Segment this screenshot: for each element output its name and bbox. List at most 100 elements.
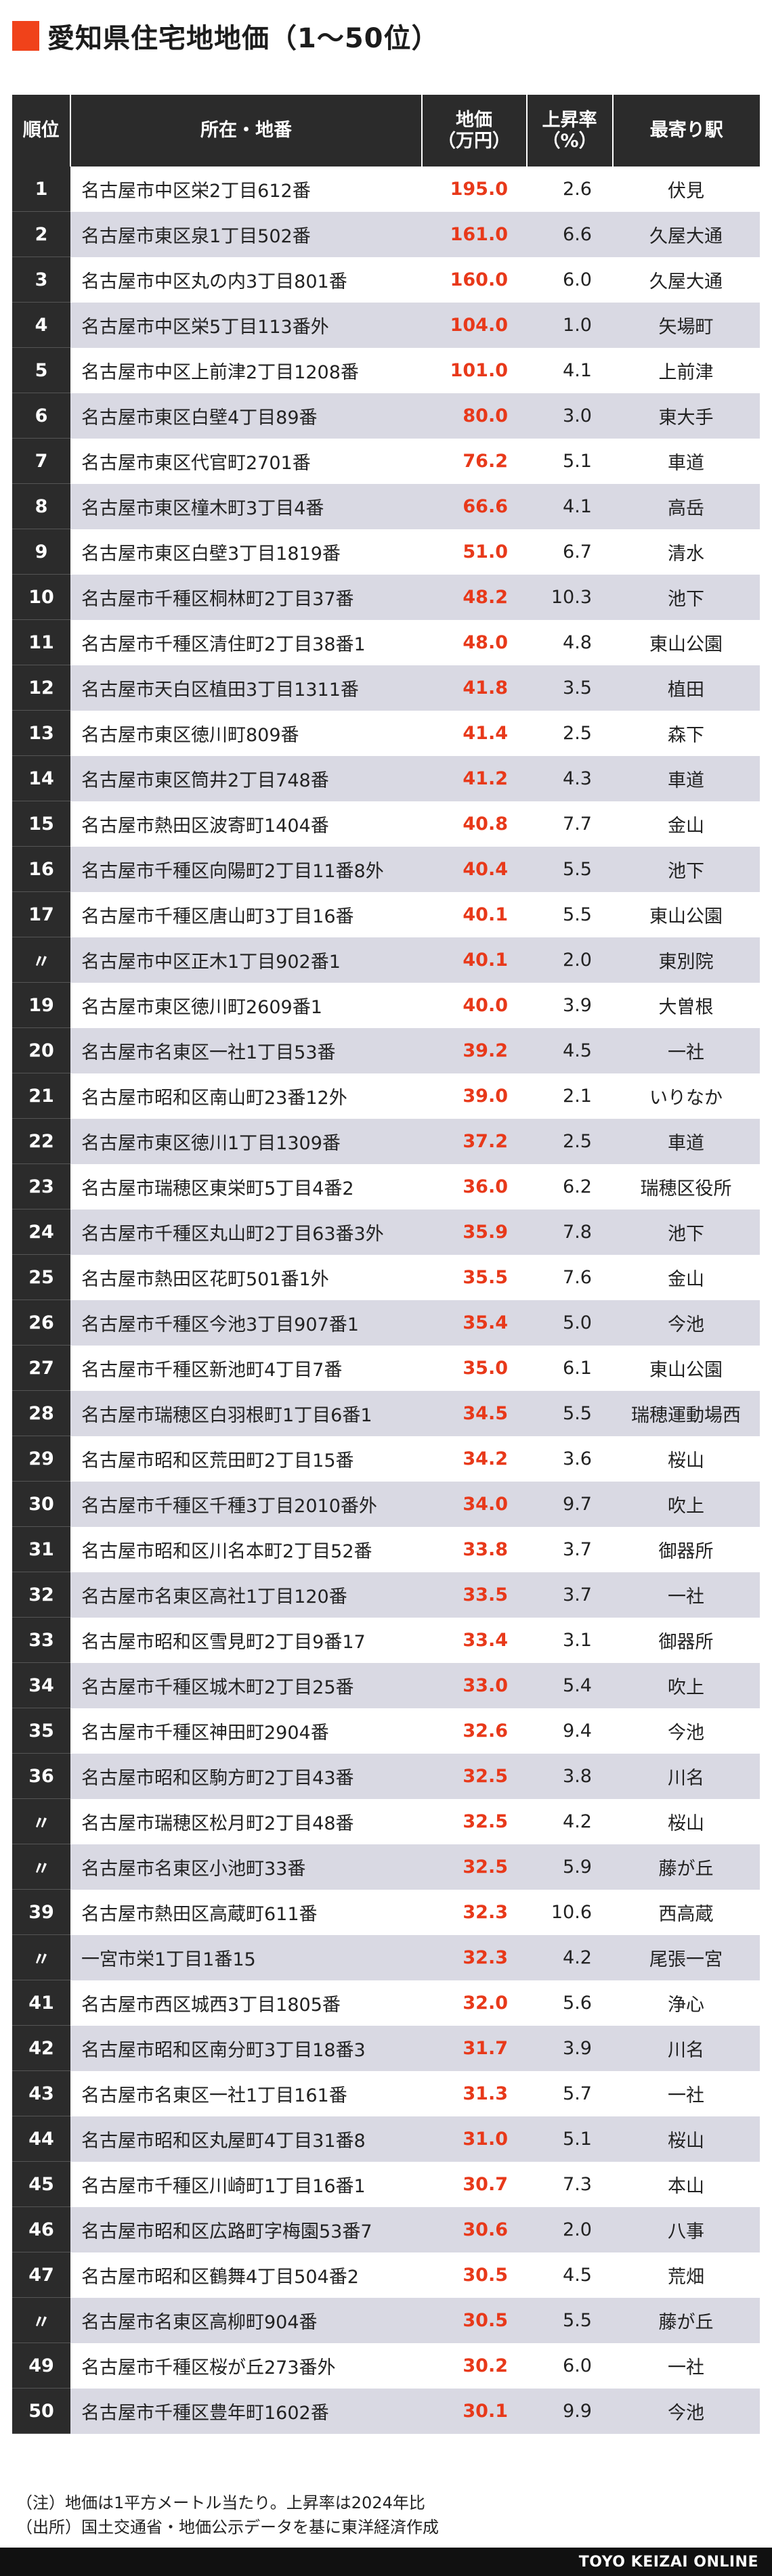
rate-cell: 4.1 bbox=[563, 496, 592, 517]
station-cell: 矢場町 bbox=[658, 317, 714, 338]
price-cell: 41.8 bbox=[463, 678, 508, 698]
rate-cell: 5.5 bbox=[563, 2310, 592, 2331]
table-row: 9 名古屋市東区白壁3丁目1819番 51.0 6.7 清水 bbox=[12, 529, 760, 575]
rank-cell: 12 bbox=[12, 665, 70, 711]
rank-cell: 5 bbox=[12, 348, 70, 393]
rank-cell: 24 bbox=[12, 1209, 70, 1255]
rank-cell: 1 bbox=[12, 166, 70, 212]
source-line: （出所）国土交通省・地価公示データを基に東洋経済作成 bbox=[16, 2518, 439, 2537]
rank-cell: 34 bbox=[12, 1663, 70, 1708]
title-accent-square bbox=[12, 21, 39, 51]
address-cell: 名古屋市千種区神田町2904番 bbox=[81, 1723, 329, 1744]
address-cell: 名古屋市中区栄5丁目113番外 bbox=[81, 317, 329, 338]
station-cell: 池下 bbox=[668, 861, 704, 882]
station-cell: 桜山 bbox=[668, 1813, 704, 1834]
address-cell: 名古屋市千種区唐山町3丁目16番 bbox=[81, 906, 354, 927]
rank-cell: 10 bbox=[12, 575, 70, 620]
station-cell: 東山公園 bbox=[649, 634, 723, 655]
rank-cell: 15 bbox=[12, 801, 70, 847]
station-cell: 藤が丘 bbox=[658, 2312, 714, 2333]
price-cell: 80.0 bbox=[463, 405, 508, 426]
price-cell: 40.1 bbox=[463, 904, 508, 925]
address-cell: 名古屋市東区筒井2丁目748番 bbox=[81, 770, 329, 791]
rank-cell: 44 bbox=[12, 2116, 70, 2162]
rank-cell: 20 bbox=[12, 1028, 70, 1073]
table-row: 〃一宮市栄1丁目1番15 32.3 4.2 尾張一宮 bbox=[12, 1935, 760, 1980]
rank-cell: 19 bbox=[12, 983, 70, 1028]
rank-cell: 31 bbox=[12, 1527, 70, 1572]
station-cell: 瑞穂運動場西 bbox=[631, 1405, 741, 1426]
header-rate: 上昇率 （%） bbox=[526, 95, 612, 166]
price-cell: 48.0 bbox=[463, 632, 508, 653]
table-row: 17 名古屋市千種区唐山町3丁目16番 40.1 5.5 東山公園 bbox=[12, 892, 760, 937]
address-cell: 名古屋市東区橦木町3丁目4番 bbox=[81, 498, 324, 519]
rate-cell: 10.6 bbox=[551, 1902, 592, 1923]
table-row: 13 名古屋市東区徳川町809番 41.4 2.5 森下 bbox=[12, 711, 760, 756]
address-cell: 名古屋市昭和区川名本町2丁目52番 bbox=[81, 1541, 372, 1562]
address-cell: 名古屋市千種区新池町4丁目7番 bbox=[81, 1360, 343, 1381]
rate-cell: 4.1 bbox=[563, 360, 592, 381]
rate-cell: 4.5 bbox=[563, 2265, 592, 2286]
address-cell: 名古屋市千種区今池3丁目907番1 bbox=[81, 1314, 359, 1335]
address-cell: 名古屋市千種区城木町2丁目25番 bbox=[81, 1677, 354, 1698]
rate-cell: 6.1 bbox=[563, 1358, 592, 1379]
table-body: 1 名古屋市中区栄2丁目612番 195.0 2.6 伏見 2 名古屋市東区泉1丁目502番… bbox=[12, 166, 760, 2434]
station-cell: 金山 bbox=[668, 1269, 704, 1290]
rank-cell: 35 bbox=[12, 1708, 70, 1754]
station-cell: 桜山 bbox=[668, 2131, 704, 2152]
rate-cell: 2.1 bbox=[563, 1086, 592, 1107]
station-cell: 西高蔵 bbox=[658, 1904, 714, 1925]
address-cell: 名古屋市瑞穂区東栄町5丁目4番2 bbox=[81, 1178, 354, 1199]
rank-cell: 43 bbox=[12, 2071, 70, 2116]
rate-cell: 7.7 bbox=[563, 814, 592, 835]
rate-cell: 4.2 bbox=[563, 1947, 592, 1968]
title-bar: 愛知県住宅地地価（1〜50位） bbox=[12, 12, 439, 60]
rank-cell: 3 bbox=[12, 257, 70, 303]
rank-cell: 33 bbox=[12, 1618, 70, 1663]
station-cell: 今池 bbox=[668, 1314, 704, 1335]
address-cell: 名古屋市名東区一社1丁目53番 bbox=[81, 1042, 336, 1063]
address-cell: 名古屋市中区栄2丁目612番 bbox=[81, 181, 311, 202]
rank-cell: 41 bbox=[12, 1980, 70, 2026]
address-cell: 名古屋市昭和区雪見町2丁目9番17 bbox=[81, 1632, 366, 1653]
table-row: 46 名古屋市昭和区広路町字梅園53番7 30.6 2.0 八事 bbox=[12, 2207, 760, 2252]
header-price: 地価 （万円） bbox=[421, 95, 526, 166]
rate-cell: 5.5 bbox=[563, 859, 592, 880]
table-row: 28 名古屋市瑞穂区白羽根町1丁目6番1 34.5 5.5 瑞穂運動場西 bbox=[12, 1391, 760, 1436]
rank-cell: 22 bbox=[12, 1119, 70, 1164]
rank-cell: 4 bbox=[12, 303, 70, 348]
price-cell: 39.2 bbox=[463, 1040, 508, 1061]
price-cell: 32.3 bbox=[463, 1947, 508, 1968]
price-cell: 40.0 bbox=[463, 995, 508, 1016]
price-cell: 39.0 bbox=[463, 1086, 508, 1107]
table-row: 19 名古屋市東区徳川町2609番1 40.0 3.9 大曽根 bbox=[12, 983, 760, 1028]
address-cell: 名古屋市西区城西3丁目1805番 bbox=[81, 1995, 341, 2016]
price-cell: 51.0 bbox=[463, 541, 508, 562]
rate-cell: 6.2 bbox=[563, 1176, 592, 1197]
station-cell: 大曽根 bbox=[658, 997, 714, 1018]
rank-cell: 23 bbox=[12, 1164, 70, 1209]
address-cell: 名古屋市昭和区荒田町2丁目15番 bbox=[81, 1450, 354, 1471]
table-row: 26 名古屋市千種区今池3丁目907番1 35.4 5.0 今池 bbox=[12, 1300, 760, 1346]
price-cell: 31.3 bbox=[463, 2083, 508, 2104]
rate-cell: 2.0 bbox=[563, 2219, 592, 2240]
station-cell: 上前津 bbox=[658, 362, 714, 383]
table-row: 21 名古屋市昭和区南山町23番12外 39.0 2.1 いりなか bbox=[12, 1073, 760, 1119]
table-row: 33 名古屋市昭和区雪見町2丁目9番17 33.4 3.1 御器所 bbox=[12, 1618, 760, 1663]
rate-cell: 3.9 bbox=[563, 995, 592, 1016]
table-row: 25 名古屋市熱田区花町501番1外 35.5 7.6 金山 bbox=[12, 1255, 760, 1300]
price-cell: 195.0 bbox=[450, 179, 508, 200]
rank-cell: 7 bbox=[12, 439, 70, 484]
table-row: 30 名古屋市千種区千種3丁目2010番外 34.0 9.7 吹上 bbox=[12, 1482, 760, 1527]
rate-cell: 5.5 bbox=[563, 1403, 592, 1424]
table-row: 42 名古屋市昭和区南分町3丁目18番3 31.7 3.9 川名 bbox=[12, 2026, 760, 2071]
rank-cell: 16 bbox=[12, 847, 70, 892]
table-row: 50 名古屋市千種区豊年町1602番 30.1 9.9 今池 bbox=[12, 2389, 760, 2434]
note-line: （注）地価は1平方メートル当たり。上昇率は2024年比 bbox=[16, 2493, 425, 2512]
address-cell: 名古屋市昭和区丸屋町4丁目31番8 bbox=[81, 2131, 366, 2152]
rate-cell: 5.9 bbox=[563, 1857, 592, 1878]
address-cell: 名古屋市中区正木1丁目902番1 bbox=[81, 952, 341, 973]
table-row: 39 名古屋市熱田区高蔵町611番 32.3 10.6 西高蔵 bbox=[12, 1890, 760, 1935]
address-cell: 名古屋市名東区小池町33番 bbox=[81, 1859, 306, 1880]
table-row: 22 名古屋市東区徳川1丁目1309番 37.2 2.5 車道 bbox=[12, 1119, 760, 1164]
